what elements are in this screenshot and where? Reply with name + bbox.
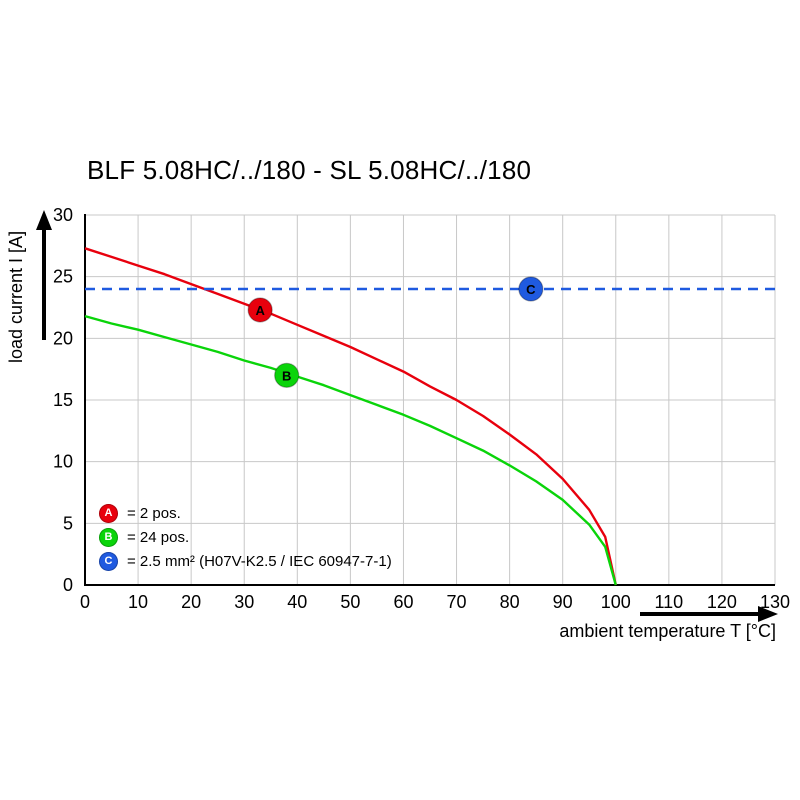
x-tick-label: 40 [287, 592, 307, 612]
legend-item-c: C = 2.5 mm² (H07V-K2.5 / IEC 60947-7-1) [99, 549, 392, 573]
x-axis-label: ambient temperature T [°C] [559, 621, 776, 641]
y-tick-label: 20 [53, 328, 73, 348]
x-tick-label: 80 [500, 592, 520, 612]
x-tick-label: 130 [760, 592, 790, 612]
y-tick-label: 30 [53, 205, 73, 225]
legend-marker-b-icon: B [99, 527, 118, 547]
x-tick-label: 30 [234, 592, 254, 612]
legend-label-a: = 2 pos. [127, 504, 181, 522]
marker-A-letter: A [255, 303, 265, 318]
x-tick-label: 20 [181, 592, 201, 612]
x-tick-label: 70 [447, 592, 467, 612]
x-tick-label: 10 [128, 592, 148, 612]
series-B [84, 314, 617, 586]
legend-item-a: A = 2 pos. [99, 501, 392, 525]
y-axis-arrowhead-icon [36, 210, 52, 230]
marker-C-icon [518, 276, 544, 302]
x-tick-label: 90 [553, 592, 573, 612]
y-tick-label: 0 [63, 575, 73, 595]
marker-B-icon [274, 362, 300, 388]
marker-C-letter: C [526, 282, 536, 297]
y-tick-label: 5 [63, 513, 73, 533]
legend: A = 2 pos. B = 24 pos. C = 2.5 mm² (H07V… [99, 501, 392, 573]
y-tick-label: 15 [53, 390, 73, 410]
x-tick-label: 0 [80, 592, 90, 612]
chart-title: BLF 5.08HC/../180 - SL 5.08HC/../180 [87, 155, 532, 185]
x-tick-label: 100 [601, 592, 631, 612]
x-tick-label: 60 [393, 592, 413, 612]
legend-marker-c-icon: C [99, 551, 118, 571]
legend-label-b: = 24 pos. [127, 528, 190, 546]
marker-B-letter: B [282, 368, 291, 383]
x-tick-label: 110 [654, 592, 683, 612]
x-tick-label: 50 [340, 592, 360, 612]
legend-item-b: B = 24 pos. [99, 525, 392, 549]
y-tick-label: 25 [53, 267, 73, 287]
x-axis-arrowhead-icon [758, 606, 778, 622]
legend-label-c: = 2.5 mm² (H07V-K2.5 / IEC 60947-7-1) [127, 552, 392, 570]
series-A [84, 247, 617, 586]
legend-marker-a-icon: A [99, 503, 118, 523]
x-tick-label: 120 [707, 592, 737, 612]
marker-A-icon [247, 297, 273, 323]
y-tick-label: 10 [53, 452, 73, 472]
